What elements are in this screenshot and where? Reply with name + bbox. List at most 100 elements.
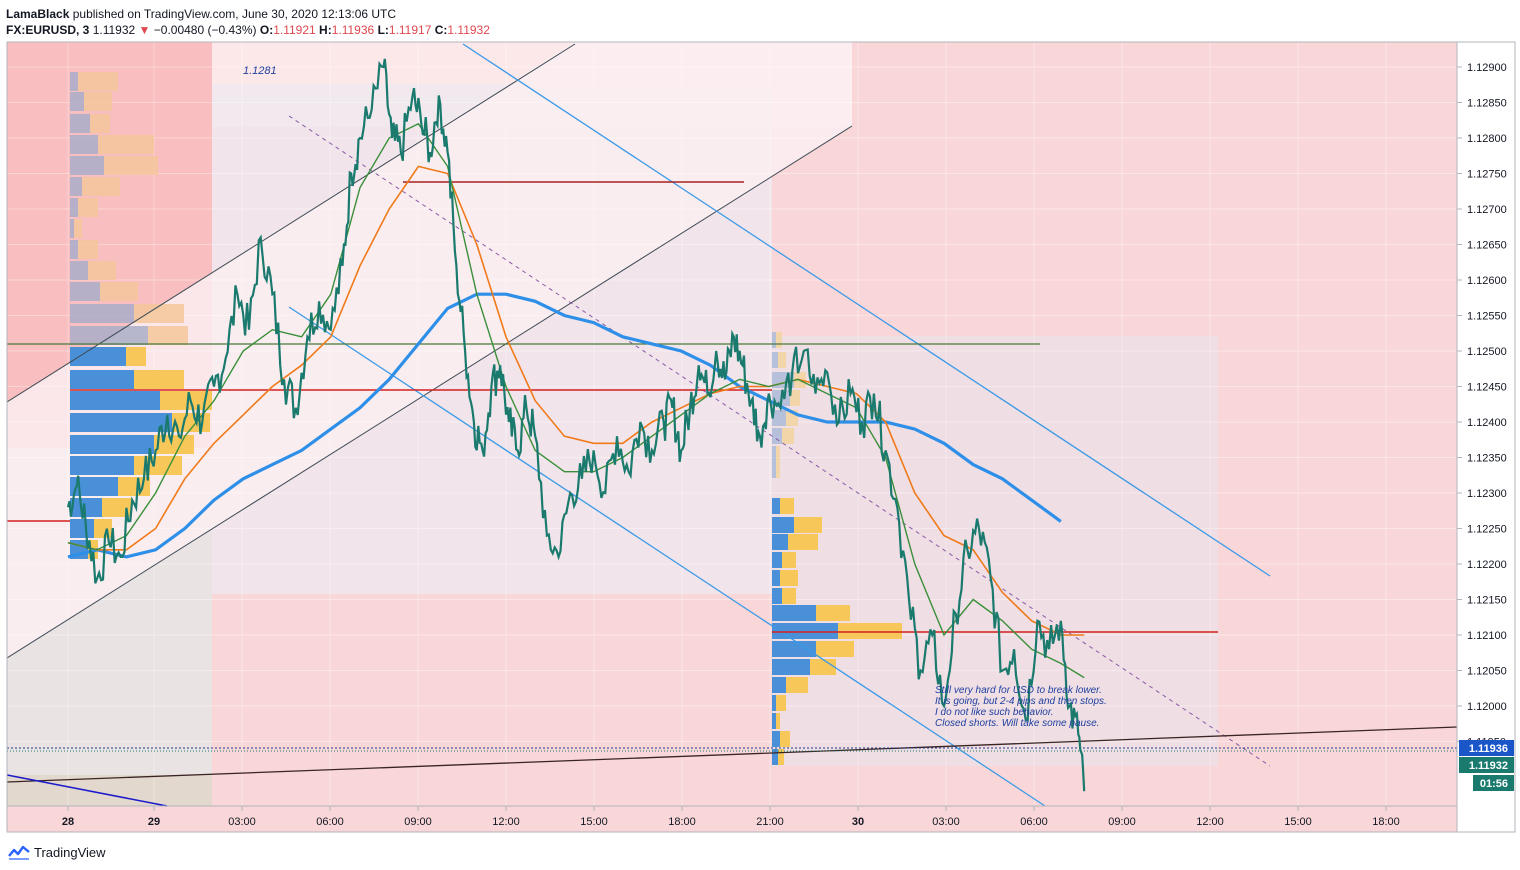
vp-bar-up [70, 177, 82, 196]
vp-bar-up [70, 282, 100, 301]
x-tick-label: 03:00 [228, 816, 256, 828]
drawings[interactable] [7, 43, 1457, 807]
vp-bar-up [772, 446, 776, 462]
support-trendline[interactable] [7, 726, 1457, 783]
vp-bar-down [100, 282, 138, 301]
x-tick-label: 21:00 [756, 816, 784, 828]
vp-bar-down [78, 198, 98, 217]
vp-bar-down [782, 428, 794, 444]
high-label: H: [319, 23, 332, 37]
vp-bar-up [772, 695, 776, 711]
vp-bar-up [772, 641, 816, 657]
vp-bar-down [776, 695, 786, 711]
vp-bar-up [772, 588, 782, 604]
y-tick-label: 1.12350 [1467, 453, 1507, 465]
vp-bar-down [90, 114, 110, 133]
down-arrow-icon: ▼ [138, 23, 151, 37]
high-price-tag-text: 1.11936 [1469, 743, 1508, 755]
vp-bar-down [154, 435, 194, 454]
x-tick-label: 06:00 [1020, 816, 1048, 828]
vp-bar-down [94, 519, 112, 538]
y-tick-label: 1.12700 [1467, 204, 1507, 216]
vp-bar-up [70, 391, 160, 410]
y-tick-label: 1.12100 [1467, 630, 1507, 642]
vp-bar-up [70, 456, 134, 475]
x-tick-label: 15:00 [580, 816, 608, 828]
vp-bar-down [98, 135, 154, 154]
vp-bar-down [134, 304, 184, 323]
y-tick-label: 1.12450 [1467, 382, 1507, 394]
vp-bar-down [78, 72, 118, 91]
low-label: L: [377, 23, 389, 37]
series [66, 58, 1086, 792]
x-tick-label: 12:00 [1196, 816, 1224, 828]
note-box[interactable]: Still very hard for USD to break lower. … [935, 685, 1107, 729]
y-tick-label: 1.12750 [1467, 169, 1507, 181]
y-tick-label: 1.12600 [1467, 275, 1507, 287]
vp-bar-up [772, 659, 810, 675]
vp-bar-down [782, 552, 796, 568]
y-tick-label: 1.12550 [1467, 311, 1507, 323]
up-channel-upper-line[interactable] [7, 43, 576, 403]
blue-trendline[interactable] [7, 774, 168, 807]
vp-bar-down [776, 446, 780, 462]
vp-bar-down [790, 390, 800, 406]
y-tick-label: 1.12500 [1467, 346, 1507, 358]
x-tick-label: 29 [148, 816, 160, 828]
x-tick-label: 03:00 [932, 816, 960, 828]
vp-bar-down [816, 641, 854, 657]
price-change: −0.00480 (−0.43%) [153, 23, 257, 37]
note-line-3: I do not like such behavior. [935, 707, 1054, 718]
vp-bar-up [772, 749, 778, 765]
x-tick-label: 15:00 [1284, 816, 1312, 828]
vp-bar-down [794, 517, 822, 533]
vp-bar-up [70, 72, 78, 91]
price-axis[interactable]: 1.12900 1.12850 1.12800 1.12750 1.12700 1.126… [1457, 62, 1507, 749]
author-name[interactable]: LamaBlack [6, 7, 70, 21]
vp-bar-up [772, 552, 782, 568]
volume-profile-right [772, 332, 902, 765]
vp-bar-down [134, 370, 184, 389]
vp-bar-up [70, 198, 78, 217]
vp-bar-down [118, 477, 150, 496]
vp-bar-down [776, 462, 780, 478]
note-line-4: Closed shorts. Will take some pause. [935, 718, 1099, 729]
price-tags: 1.11936 1.11932 01:56 [1459, 740, 1514, 791]
up-channel-lower-line[interactable] [7, 125, 853, 659]
tradingview-logo-icon[interactable] [8, 843, 30, 861]
background-zones [7, 42, 1457, 832]
vp-bar-down [126, 347, 146, 366]
down-channel-upper-line[interactable] [462, 43, 1271, 577]
x-tick-label: 09:00 [404, 816, 432, 828]
vp-bar-down [816, 605, 850, 621]
vp-bar-up [70, 498, 102, 517]
low-value: 1.11917 [388, 23, 432, 37]
publish-info: published on TradingView.com, June 30, 2… [72, 7, 397, 21]
time-axis[interactable]: 28 29 03:00 06:00 09:00 12:00 15:00 18:00 21:00 3… [62, 806, 1400, 828]
vp-bar-down [88, 261, 116, 280]
vp-bar-up [70, 92, 84, 111]
x-tick-label: 28 [62, 816, 74, 828]
brand-name[interactable]: TradingView [34, 844, 106, 860]
vp-bar-down [78, 240, 98, 259]
open-label: O: [259, 23, 274, 37]
y-tick-label: 1.12400 [1467, 417, 1507, 429]
up-channel-fill [7, 42, 852, 658]
series-ma-slow [67, 292, 1062, 559]
vp-bar-up [70, 135, 98, 154]
vp-bar-down [788, 534, 818, 550]
vp-bar-down [778, 352, 786, 368]
last-price-tag [1459, 757, 1514, 773]
vp-bar-up [772, 352, 778, 368]
vp-bar-up [772, 570, 780, 586]
vp-bar-down [786, 677, 808, 693]
countdown-tag [1473, 775, 1514, 791]
vp-bar-down [82, 177, 120, 196]
price-axis-bg [1458, 43, 1514, 831]
vp-bar-down [74, 219, 82, 238]
annotation-price[interactable]: 1.1281 [243, 65, 277, 77]
close-label: C: [434, 23, 448, 37]
chart-header: LamaBlack published on TradingView.com, … [6, 6, 490, 38]
vp-bar-up [772, 677, 786, 693]
